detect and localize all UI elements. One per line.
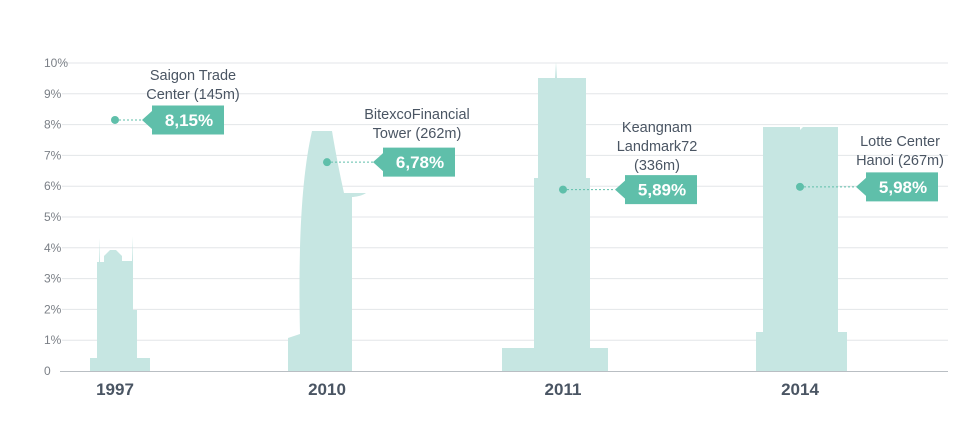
- building-name: Hanoi (267m): [856, 153, 944, 169]
- y-tick-label: 8%: [44, 118, 62, 132]
- value-label: 8,15%: [165, 111, 213, 130]
- building-mark: 6,78% BitexcoFinancial Tower (262m): [323, 107, 470, 177]
- value-label: 5,98%: [879, 178, 927, 197]
- value-dot: [111, 115, 119, 124]
- data-marks: 8,15% Saigon Trade Center (145m) 6,78% Bitex…: [111, 68, 944, 205]
- building-name: Lotte Center: [860, 134, 940, 150]
- value-dot: [323, 158, 331, 167]
- value-callout: [142, 105, 224, 135]
- y-tick-label: 6%: [44, 179, 62, 193]
- x-tick-label: 2011: [545, 380, 582, 399]
- value-callout: [373, 147, 455, 177]
- building-name: Saigon Trade: [150, 68, 236, 84]
- value-callout: [615, 175, 697, 205]
- x-axis-labels: 1997 2010 2011 2014: [96, 380, 819, 399]
- building-mark: 5,89% Keangnam Landmark72 (336m): [559, 120, 698, 205]
- building-mark: 5,98% Lotte Center Hanoi (267m): [796, 134, 944, 202]
- x-tick-label: 1997: [96, 380, 134, 399]
- value-label: 5,89%: [638, 181, 686, 200]
- x-tick-label: 2014: [781, 380, 819, 399]
- y-tick-label: 3%: [44, 272, 62, 286]
- y-tick-label: 2%: [44, 302, 62, 316]
- lotte-center-silhouette: [756, 127, 847, 371]
- building-name: Tower (262m): [373, 126, 462, 142]
- building-name: (336m): [634, 158, 680, 174]
- y-tick-label: 10%: [44, 56, 68, 70]
- y-tick-label: 7%: [44, 148, 62, 162]
- y-tick-label: 5%: [44, 210, 62, 224]
- building-name: Keangnam: [622, 120, 692, 136]
- building-name: Landmark72: [617, 139, 698, 155]
- y-tick-label: 4%: [44, 241, 62, 255]
- value-dot: [559, 185, 567, 194]
- x-tick-label: 2010: [308, 380, 346, 399]
- value-dot: [796, 182, 804, 191]
- building-name: BitexcoFinancial: [364, 107, 470, 123]
- keangnam-landmark-silhouette: [502, 62, 608, 371]
- y-tick-label: 0: [44, 364, 51, 378]
- y-tick-label: 1%: [44, 333, 62, 347]
- building-name: Center (145m): [146, 87, 239, 103]
- building-mark: 8,15% Saigon Trade Center (145m): [111, 68, 240, 135]
- value-label: 6,78%: [396, 153, 444, 172]
- bitexco-tower-silhouette: [288, 131, 366, 371]
- grid-lines: [62, 62, 948, 341]
- y-tick-label: 9%: [44, 87, 62, 101]
- value-callout: [856, 172, 938, 202]
- saigon-trade-center-silhouette: [90, 236, 150, 371]
- building-silhouettes: [90, 62, 847, 371]
- y-axis-ticks: 0 1% 2% 3% 4% 5% 6% 7% 8% 9% 10%: [44, 56, 68, 378]
